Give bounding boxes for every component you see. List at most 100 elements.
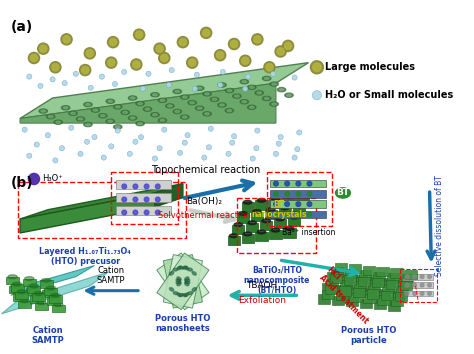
Polygon shape [20, 83, 276, 123]
Circle shape [215, 50, 226, 61]
Bar [237, 213, 249, 223]
Circle shape [273, 202, 278, 206]
Circle shape [84, 139, 90, 144]
Ellipse shape [287, 94, 292, 96]
Ellipse shape [270, 102, 278, 106]
Ellipse shape [115, 106, 120, 108]
Text: Solvothermal reaction: Solvothermal reaction [158, 211, 251, 219]
Bar [374, 300, 386, 309]
Ellipse shape [177, 293, 181, 296]
Ellipse shape [185, 279, 190, 282]
Circle shape [73, 71, 79, 76]
Text: Topochemical reaction: Topochemical reaction [152, 165, 261, 175]
Circle shape [312, 91, 321, 100]
Bar [255, 200, 268, 210]
Circle shape [285, 212, 290, 217]
Circle shape [313, 63, 321, 72]
Circle shape [297, 130, 302, 135]
Ellipse shape [166, 104, 174, 108]
Bar [255, 232, 268, 241]
Ellipse shape [158, 98, 166, 102]
Circle shape [231, 133, 237, 139]
Circle shape [115, 128, 120, 133]
Circle shape [296, 181, 301, 186]
Circle shape [109, 39, 117, 46]
Ellipse shape [190, 102, 194, 104]
Text: (b): (b) [11, 176, 33, 190]
Bar [318, 295, 330, 304]
Circle shape [255, 128, 260, 133]
Ellipse shape [234, 223, 243, 227]
Bar [376, 267, 389, 276]
Bar [269, 230, 282, 239]
Text: BT
nanocrystals: BT nanocrystals [251, 200, 307, 219]
Ellipse shape [145, 108, 150, 110]
Ellipse shape [27, 286, 37, 290]
Bar [388, 301, 400, 311]
Bar [339, 286, 351, 296]
Bar [355, 275, 367, 284]
Circle shape [273, 212, 278, 217]
Ellipse shape [177, 277, 181, 280]
Text: Layered H₁.₀₇Ti₁.₇₃O₄
(HTO) precusor: Layered H₁.₀₇Ti₁.₇₃O₄ (HTO) precusor [39, 247, 131, 266]
Ellipse shape [128, 96, 137, 100]
Ellipse shape [271, 228, 280, 232]
Circle shape [133, 210, 138, 215]
Circle shape [194, 72, 200, 77]
Circle shape [122, 210, 127, 215]
Polygon shape [11, 266, 94, 295]
Bar [340, 280, 352, 289]
Polygon shape [270, 190, 326, 198]
Ellipse shape [106, 119, 115, 123]
Bar [396, 286, 408, 295]
Circle shape [84, 48, 95, 59]
Ellipse shape [179, 293, 183, 297]
Ellipse shape [114, 125, 122, 129]
Ellipse shape [185, 277, 189, 280]
Circle shape [155, 184, 160, 189]
Circle shape [296, 202, 301, 206]
Polygon shape [116, 206, 171, 215]
Circle shape [166, 82, 172, 87]
Ellipse shape [170, 287, 173, 291]
Circle shape [405, 283, 409, 287]
Bar [353, 288, 365, 297]
Bar [381, 291, 393, 300]
Ellipse shape [54, 303, 63, 307]
Bar [377, 295, 390, 305]
Ellipse shape [263, 96, 271, 101]
Bar [378, 289, 391, 298]
Ellipse shape [290, 215, 298, 219]
Ellipse shape [257, 92, 262, 94]
Ellipse shape [175, 90, 180, 93]
Ellipse shape [48, 115, 53, 118]
Circle shape [254, 36, 261, 43]
Bar [363, 266, 374, 275]
Ellipse shape [15, 292, 25, 295]
Ellipse shape [233, 94, 241, 98]
Ellipse shape [255, 91, 264, 95]
Bar [251, 212, 263, 221]
Circle shape [169, 68, 174, 73]
Circle shape [133, 139, 138, 144]
Ellipse shape [179, 266, 183, 269]
Circle shape [285, 202, 290, 206]
Bar [30, 295, 43, 303]
Bar [400, 269, 437, 302]
Ellipse shape [8, 275, 17, 279]
Ellipse shape [257, 230, 266, 234]
Circle shape [420, 275, 424, 279]
Ellipse shape [78, 118, 83, 120]
Ellipse shape [182, 293, 187, 297]
Ellipse shape [205, 93, 210, 95]
Circle shape [271, 71, 276, 76]
Ellipse shape [264, 77, 269, 80]
Circle shape [276, 141, 282, 146]
Ellipse shape [225, 88, 234, 93]
Ellipse shape [276, 217, 284, 221]
Bar [18, 301, 31, 308]
Polygon shape [270, 180, 326, 187]
Ellipse shape [271, 197, 280, 200]
Circle shape [109, 144, 114, 149]
Circle shape [246, 74, 251, 79]
